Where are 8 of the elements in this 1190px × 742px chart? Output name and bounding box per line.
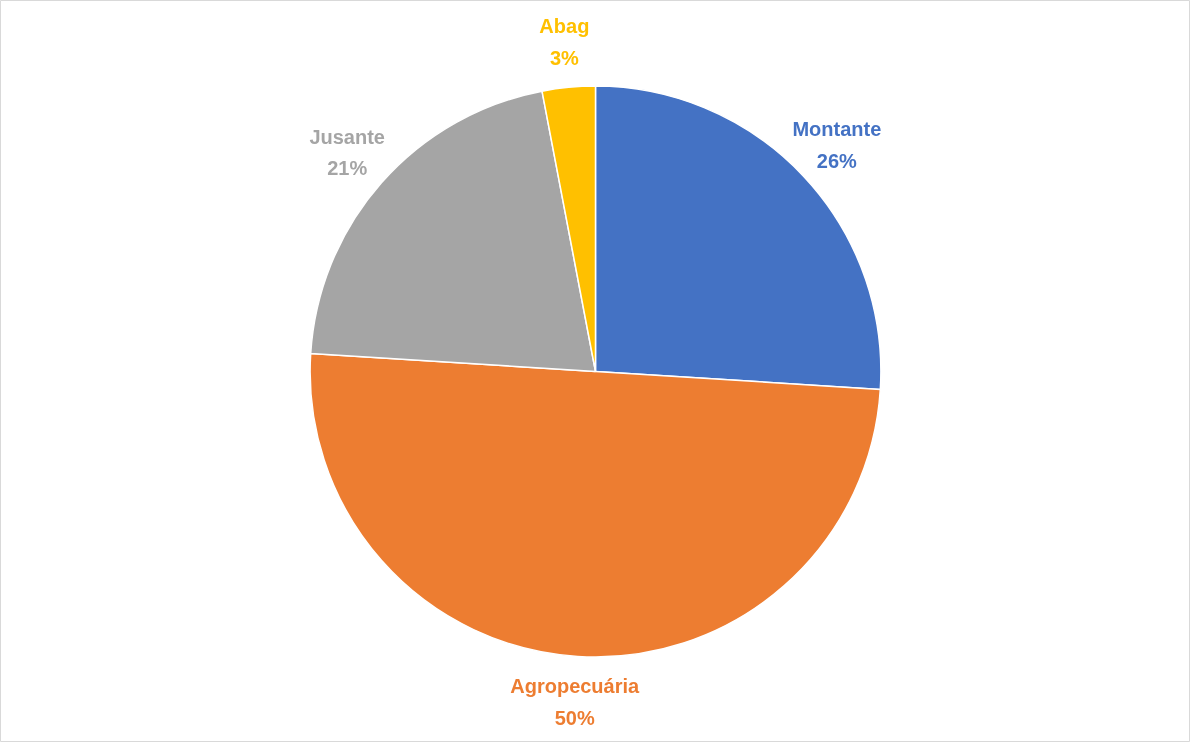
slice-label: Abag [539, 15, 590, 38]
data-label: 3% [549, 46, 580, 69]
data-label: 50% [554, 706, 595, 729]
slice-label: Agropecuária [510, 675, 641, 698]
slice-label: Jusante [309, 125, 385, 148]
data-label: 21% [327, 157, 368, 180]
slice-label: Montante [792, 118, 882, 141]
data-label: 26% [816, 149, 858, 172]
